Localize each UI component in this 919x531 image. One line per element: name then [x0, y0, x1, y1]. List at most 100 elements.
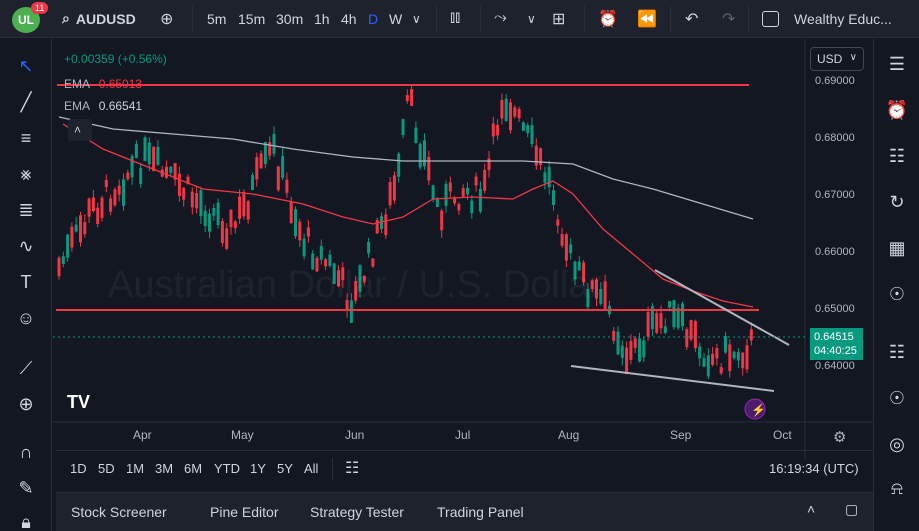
indicators-dropdown-icon[interactable]: ∨ — [527, 12, 536, 26]
zoom-icon[interactable]: ⊕ — [18, 394, 34, 414]
emoji-icon[interactable]: ☺ — [16, 308, 36, 328]
range-3m[interactable]: 3M — [155, 461, 174, 476]
candle-body — [203, 210, 207, 226]
candle-body — [629, 341, 633, 360]
range-1y[interactable]: 1Y — [250, 461, 266, 476]
bell-icon[interactable]: ⍾ — [891, 478, 903, 498]
ideas-icon[interactable]: ☉ — [888, 284, 906, 304]
ema-slow-line — [58, 116, 754, 220]
candle-body — [186, 176, 190, 185]
range-1d[interactable]: 1D — [70, 461, 87, 476]
candle-body — [104, 179, 108, 187]
magnet-icon[interactable]: ∩ — [19, 442, 33, 462]
ema-fast-line — [62, 123, 754, 308]
utc-clock[interactable]: 16:19:34 (UTC) — [769, 461, 859, 476]
lightning-icon[interactable] — [744, 398, 766, 420]
timeframe-w[interactable]: W — [389, 11, 403, 27]
watchlist-icon[interactable]: ☰ — [888, 54, 906, 74]
candle-body — [711, 353, 715, 365]
tab-strategy-tester[interactable]: Strategy Tester — [310, 504, 404, 520]
candle-body — [66, 234, 70, 258]
candle-body — [276, 166, 280, 191]
alert-icon[interactable]: ⏰ — [598, 11, 618, 28]
timeframe-dropdown-icon[interactable]: ∨ — [412, 12, 421, 26]
time-axis-labels: Apr May Jun Jul Aug Sep Oct — [133, 428, 792, 442]
tab-trading-panel[interactable]: Trading Panel — [437, 504, 524, 520]
candle-body — [349, 300, 353, 323]
data-window-icon[interactable]: ☷ — [888, 146, 906, 166]
layouts-icon[interactable]: ⊞ — [552, 11, 566, 28]
candle-body — [577, 261, 581, 271]
range-ytd[interactable]: YTD — [214, 461, 240, 476]
timeframe-1h[interactable]: 1h — [314, 11, 330, 27]
pattern-icon[interactable]: ⨳ — [20, 164, 32, 184]
broadcast-icon[interactable]: ◎ — [889, 434, 905, 454]
chat-icon[interactable]: ☷ — [888, 342, 906, 362]
chevron-down-icon: ∨ — [849, 52, 857, 63]
date-range-icon[interactable]: ☷ — [345, 460, 360, 477]
undo-icon[interactable]: ↶ — [685, 11, 699, 28]
range-6m[interactable]: 6M — [184, 461, 203, 476]
replay-icon[interactable]: ⏪ — [637, 11, 657, 28]
lock-icon[interactable]: 🔒︎ — [21, 512, 31, 531]
currency-selector[interactable]: USD ∨ — [810, 47, 864, 71]
lock-drawing-icon[interactable]: ✎ — [18, 478, 34, 498]
add-symbol-icon[interactable]: ⊕ — [160, 11, 174, 28]
timeframe-4h[interactable]: 4h — [341, 11, 357, 27]
candle-body — [556, 219, 560, 226]
maximize-icon[interactable]: ▢ — [845, 501, 859, 517]
symbol-search[interactable]: ⌕ AUDUSD — [62, 10, 136, 27]
candle-body — [487, 158, 491, 170]
range-5y[interactable]: 5Y — [277, 461, 293, 476]
account-name[interactable]: Wealthy Educ... — [794, 11, 892, 27]
trend-line-icon[interactable]: ╱ — [20, 92, 32, 112]
candle-body — [448, 182, 452, 192]
candle-body — [263, 142, 267, 165]
alarm-clock-icon[interactable]: ⏰ — [885, 100, 909, 120]
candle-body — [70, 226, 74, 248]
range-all[interactable]: All — [304, 461, 319, 476]
collapse-legend-button[interactable] — [68, 119, 92, 141]
candle-body — [91, 197, 95, 212]
lightbulb-icon[interactable]: ☉ — [888, 388, 906, 408]
indicators-icon[interactable]: ⤳ — [494, 9, 507, 26]
settings-icon[interactable]: ⚙ — [833, 429, 846, 446]
text-icon[interactable]: T — [20, 272, 32, 292]
price-chart[interactable]: 0.69000 0.68000 0.67000 0.66000 0.65000 0.640… — [53, 39, 873, 460]
price-change: +0.00359 (+0.56%) — [64, 52, 167, 66]
range-1m[interactable]: 1M — [126, 461, 145, 476]
candle-body — [122, 179, 125, 206]
timeframe-15m[interactable]: 15m — [238, 11, 266, 27]
timeframe-d[interactable]: D — [368, 11, 379, 27]
candle-body — [616, 331, 620, 355]
candle-body — [405, 95, 409, 102]
candle-body — [496, 124, 500, 136]
range-5d[interactable]: 5D — [98, 461, 115, 476]
candle-body — [745, 345, 749, 370]
horizontal-lines-icon[interactable]: ≡ — [20, 128, 32, 148]
candle-body — [672, 300, 676, 328]
fib-icon[interactable]: ≣ — [18, 200, 34, 220]
ema-slow-legend[interactable]: EMA 0.66541 — [64, 99, 142, 113]
candle-body — [328, 254, 332, 266]
candle-body — [552, 190, 555, 205]
candle-body — [79, 215, 82, 243]
candle-body — [152, 146, 156, 171]
checkbox-icon[interactable] — [762, 11, 779, 27]
timeframe-5m[interactable]: 5m — [207, 11, 227, 27]
cursor-icon[interactable]: ↖ — [18, 56, 34, 76]
candle-body — [208, 213, 211, 232]
timeframe-30m[interactable]: 30m — [276, 11, 304, 27]
brush-icon[interactable]: ∿ — [18, 236, 34, 256]
chevron-up-icon[interactable]: ˄ — [807, 501, 816, 517]
hotlist-icon[interactable]: ↻ — [889, 192, 905, 212]
ruler-icon[interactable]: ⟋ — [19, 358, 33, 378]
tab-stock-screener[interactable]: Stock Screener — [71, 504, 167, 520]
ema-fast-legend[interactable]: EMA 0.65013 — [64, 77, 142, 91]
calendar-icon[interactable]: ▦ — [888, 238, 906, 258]
chart-background — [53, 39, 873, 460]
candle-body — [134, 143, 138, 158]
redo-icon[interactable]: ↷ — [722, 11, 736, 28]
candles-icon[interactable]: ⫾⫾ — [450, 9, 461, 26]
tab-pine-editor[interactable]: Pine Editor — [210, 504, 279, 520]
